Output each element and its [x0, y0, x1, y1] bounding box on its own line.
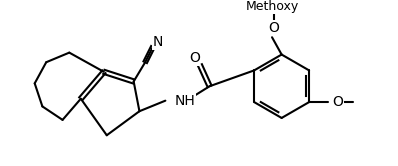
- Text: Methoxy: Methoxy: [246, 0, 298, 13]
- Text: NH: NH: [175, 94, 196, 108]
- Text: N: N: [152, 35, 163, 49]
- Text: O: O: [269, 21, 279, 35]
- Text: O: O: [332, 95, 343, 109]
- Text: O: O: [189, 51, 200, 65]
